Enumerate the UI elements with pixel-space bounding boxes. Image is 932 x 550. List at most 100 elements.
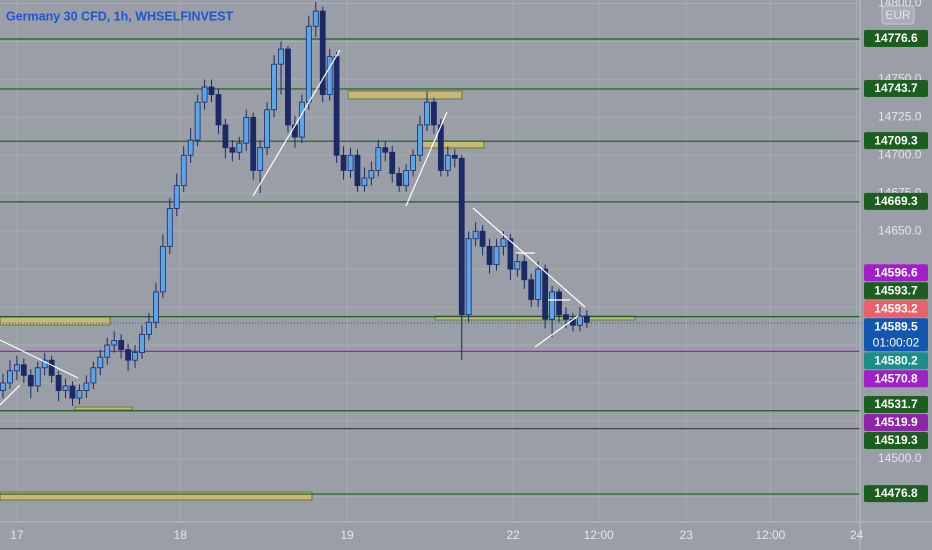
candle-body xyxy=(222,124,229,149)
candle-body xyxy=(368,170,375,179)
candle-body xyxy=(208,86,215,95)
price-badge-label: 14593.2 xyxy=(874,301,918,315)
price-badge xyxy=(864,192,928,210)
price-badge-label: 14519.3 xyxy=(874,433,918,447)
y-tick-label: 14725.0 xyxy=(878,110,922,124)
candle-body xyxy=(514,261,521,270)
trendline xyxy=(0,384,21,406)
candle-body xyxy=(375,147,382,171)
x-tick-label: 17 xyxy=(10,528,24,542)
trendlines xyxy=(0,49,586,406)
price-badge xyxy=(864,300,928,318)
price-badge-label: 14531.7 xyxy=(874,397,918,411)
candle-body xyxy=(13,364,20,372)
level-lines xyxy=(0,38,860,495)
candle-body xyxy=(83,382,90,391)
candle-body xyxy=(576,315,583,326)
candle-body xyxy=(229,147,236,153)
price-badge-label: 14476.8 xyxy=(874,486,918,500)
countdown: 01:00:02 xyxy=(873,335,920,349)
candle-body xyxy=(180,154,187,187)
candle-body xyxy=(528,279,535,300)
price-badge xyxy=(864,413,928,431)
candle-body xyxy=(76,390,83,399)
price-badge xyxy=(864,264,928,282)
candle-body xyxy=(486,245,493,265)
zone xyxy=(434,315,636,321)
candle-body xyxy=(333,56,340,156)
x-tick-label: 12:00 xyxy=(755,528,785,542)
price-badge xyxy=(864,431,928,449)
trendline xyxy=(252,49,341,197)
x-tick-label: 22 xyxy=(506,528,520,542)
chart-title: Germany 30 CFD, 1h, WHSELFINVEST xyxy=(6,9,233,23)
price-badge xyxy=(864,282,928,300)
candle-body xyxy=(410,154,416,171)
candles xyxy=(0,1,590,406)
price-badge xyxy=(864,318,928,352)
candle-body xyxy=(382,147,389,153)
candle-body xyxy=(250,116,257,171)
candle-body xyxy=(243,116,250,144)
candle-body xyxy=(0,382,6,391)
price-badge-label: 14669.3 xyxy=(874,194,918,208)
candle-body xyxy=(201,86,208,103)
candle-body xyxy=(347,154,354,171)
currency-button[interactable] xyxy=(881,5,915,25)
candle-body xyxy=(104,344,111,358)
candle-body xyxy=(535,268,542,300)
candle-body xyxy=(132,352,138,361)
candle-body xyxy=(424,101,430,126)
candle-body xyxy=(389,151,396,174)
candle-body xyxy=(354,154,361,187)
currency[interactable]: EUR xyxy=(885,8,911,22)
candle-body xyxy=(55,374,62,391)
candle-body xyxy=(472,230,479,240)
grid xyxy=(0,0,860,522)
price-badge xyxy=(864,30,928,48)
candle-body xyxy=(542,268,549,320)
candle-body xyxy=(556,291,562,316)
candle-body xyxy=(153,291,159,323)
candle-body xyxy=(583,315,590,323)
y-tick-label: 14650.0 xyxy=(878,223,922,237)
candle-body xyxy=(285,48,291,126)
candle-body xyxy=(319,10,326,95)
price-badge xyxy=(864,485,928,503)
candle-body xyxy=(139,333,145,354)
candle-body xyxy=(264,109,271,149)
price-badges: 14776.6 14743.7 14709.3 14669.3 14596.6 14593… xyxy=(864,30,928,503)
y-tick-label: 14700.0 xyxy=(878,147,922,161)
price-badge xyxy=(864,370,928,388)
price-badge-label: 14596.6 xyxy=(874,265,918,279)
candle-body xyxy=(62,385,69,391)
candle-body xyxy=(361,177,368,187)
candle-body xyxy=(431,101,437,126)
candle-body xyxy=(312,10,319,27)
x-tick-label: 12:00 xyxy=(584,528,614,542)
price-badge xyxy=(864,395,928,413)
candle-body xyxy=(27,374,34,387)
x-tick-label: 18 xyxy=(174,528,188,542)
x-tick-label: 23 xyxy=(680,528,694,542)
candle-body xyxy=(298,101,305,138)
candle-body xyxy=(48,359,55,376)
candle-body xyxy=(97,356,104,369)
candle-body xyxy=(549,291,555,320)
zone xyxy=(0,316,111,326)
candle-body xyxy=(305,25,312,103)
price-badge-label: 14709.3 xyxy=(874,133,918,147)
candle-body xyxy=(521,261,528,281)
zone xyxy=(74,406,133,411)
price-badge-label: 14570.8 xyxy=(874,371,918,385)
candle-body xyxy=(563,314,569,320)
y-tick-label: 14500.0 xyxy=(878,451,922,465)
price-badge xyxy=(864,79,928,97)
candle-body xyxy=(173,185,180,209)
candle-body xyxy=(125,349,131,361)
trendline xyxy=(472,207,586,308)
candle-body xyxy=(166,208,173,247)
price-badge-label: 14589.5 xyxy=(874,319,918,333)
trendline xyxy=(0,339,79,379)
